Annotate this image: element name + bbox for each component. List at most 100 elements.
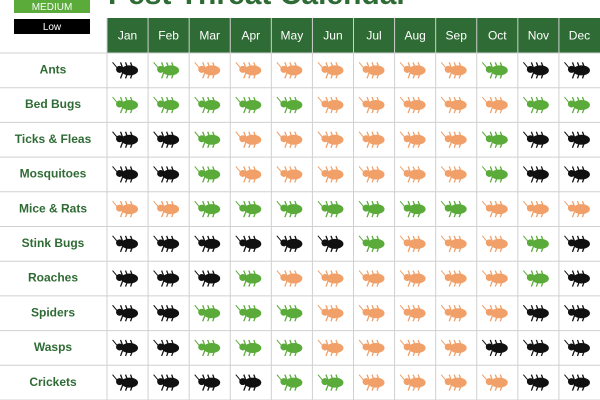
icon-leg: [248, 62, 253, 71]
icon-leg: [530, 96, 535, 106]
icon-antenna: [235, 96, 242, 104]
icon-leg: [171, 208, 176, 218]
icon-leg: [243, 139, 248, 148]
icon-leg: [499, 313, 504, 322]
pest-icon: [481, 235, 508, 253]
icon-leg: [171, 347, 176, 357]
icon-leg: [453, 347, 458, 357]
icon-leg: [119, 131, 125, 140]
icon-leg: [248, 174, 253, 183]
icon-leg: [171, 313, 176, 322]
icon-leg: [335, 270, 340, 279]
icon-antenna: [194, 166, 201, 173]
icon-antenna: [440, 166, 447, 173]
icon-leg: [124, 270, 130, 279]
icon-leg: [458, 313, 463, 322]
icon-body: [531, 308, 549, 319]
icon-leg: [494, 270, 499, 279]
icon-leg: [571, 235, 577, 245]
icon-leg: [166, 104, 171, 114]
icon-body: [449, 342, 467, 353]
icon-antenna: [317, 62, 324, 69]
icon-leg: [161, 70, 166, 79]
icon-body: [531, 273, 549, 284]
icon-body: [285, 377, 303, 388]
icon-leg: [576, 235, 582, 245]
icon-leg: [581, 374, 587, 383]
icon-leg: [540, 243, 545, 253]
icon-leg: [366, 339, 371, 349]
icon-leg: [530, 200, 535, 210]
pest-icon: [481, 96, 508, 114]
icon-antenna: [440, 62, 447, 69]
icon-antenna: [235, 200, 242, 208]
icon-leg: [417, 104, 422, 114]
pest-icon: [481, 62, 508, 79]
icon-leg: [253, 270, 258, 279]
pest-icon: [481, 166, 508, 183]
icon-body: [449, 308, 467, 319]
pest-icon: [317, 131, 344, 148]
icon-leg: [129, 200, 135, 210]
icon-leg: [458, 347, 463, 357]
icon-leg: [407, 305, 412, 314]
icon-antenna: [153, 235, 160, 243]
pest-icon: [358, 62, 385, 79]
icon-leg: [581, 270, 587, 279]
icon-leg: [325, 131, 330, 140]
icon-head: [567, 135, 575, 143]
icon-leg: [335, 208, 340, 218]
icon-leg: [571, 70, 577, 79]
icon-body: [408, 100, 426, 111]
icon-head: [239, 308, 247, 316]
icon-leg: [161, 313, 166, 322]
pest-icon: [112, 131, 139, 148]
icon-leg: [489, 200, 494, 210]
icon-leg: [248, 374, 253, 383]
icon-leg: [371, 62, 376, 71]
pest-icon: [358, 235, 385, 253]
icon-leg: [129, 339, 135, 349]
icon-leg: [448, 382, 453, 391]
icon-leg: [499, 208, 504, 218]
icon-body: [449, 65, 467, 76]
icon-head: [362, 100, 370, 108]
icon-leg: [407, 131, 412, 140]
icon-antenna: [153, 96, 160, 104]
icon-leg: [448, 139, 453, 148]
icon-body: [203, 342, 221, 353]
icon-antenna: [399, 96, 406, 104]
icon-head: [321, 135, 329, 143]
icon-leg: [530, 70, 535, 79]
icon-body: [121, 238, 139, 249]
icon-leg: [499, 200, 504, 210]
month-label: Dec: [569, 29, 590, 43]
icon-leg: [489, 70, 494, 79]
icon-leg: [576, 131, 582, 140]
icon-leg: [535, 243, 540, 253]
icon-leg: [366, 70, 371, 79]
icon-leg: [325, 339, 330, 349]
icon-antenna: [358, 96, 365, 104]
icon-antenna: [317, 166, 324, 173]
icon-body: [449, 100, 467, 111]
icon-leg: [458, 104, 463, 114]
icon-antenna: [522, 131, 529, 139]
pest-icon: [153, 304, 180, 322]
pest-icon: [522, 200, 549, 218]
icon-antenna: [235, 62, 242, 69]
icon-leg: [458, 174, 463, 183]
icon-leg: [376, 235, 381, 245]
icon-leg: [129, 270, 135, 279]
icon-head: [198, 65, 206, 73]
pest-icon: [112, 62, 139, 79]
icon-leg: [207, 339, 212, 349]
icon-body: [572, 65, 590, 76]
pest-icon: [481, 304, 508, 322]
icon-leg: [407, 235, 412, 245]
pest-icon: [440, 200, 467, 218]
icon-leg: [576, 200, 582, 210]
icon-leg: [540, 347, 545, 357]
month-label: Oct: [488, 29, 507, 43]
icon-head: [485, 204, 493, 212]
